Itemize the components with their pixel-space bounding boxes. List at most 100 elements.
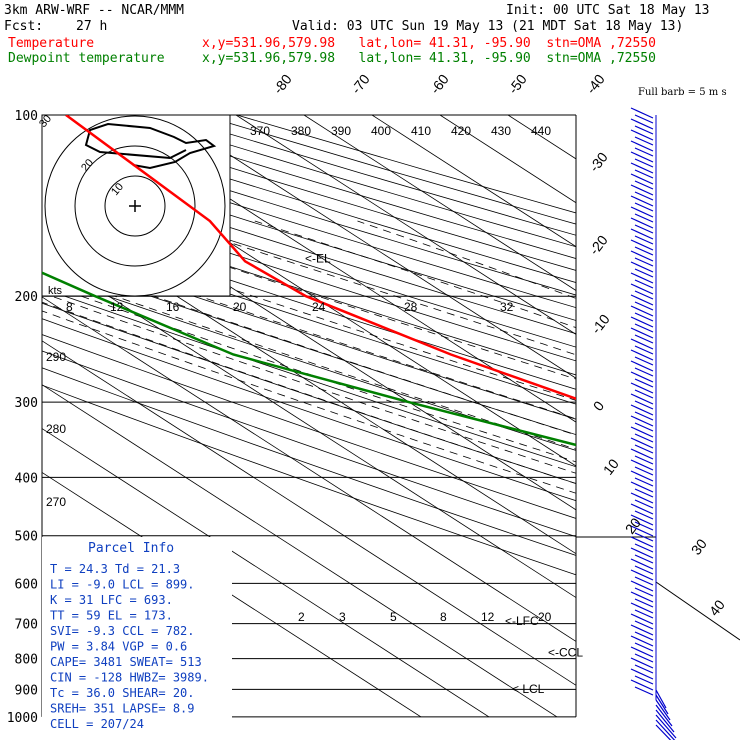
temperature-legend-info: x,y=531.96,579.98 lat,lon= 41.31, -95.90…	[202, 36, 656, 51]
theta-label: 420	[451, 124, 471, 138]
theta-side-label: 280	[46, 422, 66, 436]
wind-barb	[655, 699, 671, 721]
dewpoint-line	[42, 271, 576, 447]
parcel-info-row: CAPE= 3481 SWEAT= 513	[50, 655, 202, 669]
hodograph-speed-label: 8	[66, 300, 73, 314]
isotherm-line	[42, 384, 558, 717]
wind-barb	[630, 327, 654, 344]
wind-barb	[630, 360, 654, 377]
hodograph-speed-label: 16	[166, 300, 180, 314]
isotherm-label: -20	[586, 232, 611, 258]
isotherm-label: 40	[706, 597, 728, 619]
mixing-ratio-label: 20	[538, 610, 552, 624]
wind-barb	[630, 492, 654, 509]
parcel-info-row: T = 24.3 Td = 21.3	[50, 562, 180, 576]
mixing-ratio-label: 2	[298, 610, 305, 624]
wind-barb	[630, 118, 654, 135]
model-title: 3km ARW-WRF -- NCAR/MMM	[4, 3, 185, 18]
isotherm-label: -50	[505, 71, 530, 97]
wind-barb	[655, 719, 676, 740]
dry-adiabat-line	[42, 334, 576, 519]
parcel-info-row: PW = 3.84 VGP = 0.6	[50, 640, 187, 654]
pressure-tick-label: 700	[15, 618, 38, 633]
theta-label: 430	[491, 124, 511, 138]
wind-barb	[630, 668, 654, 685]
wind-barb	[630, 525, 654, 542]
wind-barb	[630, 371, 654, 388]
hodograph-ring	[74, 145, 196, 267]
mixing-ratio-label: 12	[481, 610, 495, 624]
wind-barb	[630, 580, 654, 597]
hodograph-origin-cross	[129, 200, 141, 212]
dry-adiabat-line	[42, 217, 576, 390]
dry-adiabat-line	[42, 384, 576, 576]
wind-barb	[630, 162, 654, 179]
hodograph-unit-label: kts	[48, 285, 63, 297]
dry-adiabat-line	[42, 318, 576, 502]
wind-barb	[630, 514, 654, 531]
wind-barb	[630, 195, 654, 212]
wind-barb	[630, 415, 654, 432]
wind-barb	[630, 184, 654, 201]
pressure-tick-label: 400	[15, 471, 38, 486]
parcel-info-row: SREH= 351 LAPSE= 8.9	[50, 702, 195, 716]
hodograph-speed-label: 24	[312, 300, 326, 314]
isotherm-label: 20	[622, 515, 644, 537]
isotherm-line	[371, 115, 576, 248]
mixing-ratio-label: 8	[440, 610, 447, 624]
theta-label: 410	[411, 124, 431, 138]
init-time: Init: 00 UTC Sat 18 May 13	[506, 3, 710, 18]
moist-adiabat-layer	[42, 220, 576, 494]
wind-barb	[655, 709, 675, 733]
wind-barb	[655, 714, 677, 739]
isotherm-label: -10	[588, 311, 613, 337]
pressure-tick-label: 1000	[7, 711, 38, 726]
theta-side-label: 270	[46, 495, 66, 509]
hodograph-speed-label: 20	[233, 300, 247, 314]
sounding-series-layer	[42, 115, 576, 447]
isotherm-line	[42, 340, 576, 686]
wind-barb	[630, 602, 654, 619]
wind-barb	[655, 694, 669, 715]
level-marker-label: <-EL	[305, 251, 331, 265]
wind-barb	[630, 239, 654, 256]
dry-adiabat-line	[42, 272, 576, 451]
pressure-tick-label: 100	[15, 109, 38, 124]
barb-panel-boundary	[576, 536, 740, 641]
moist-adiabat-line	[42, 281, 576, 463]
hodograph-ring	[104, 175, 166, 237]
hodograph-trace	[84, 122, 217, 170]
isotherm-line	[42, 428, 490, 717]
wind-barb	[630, 349, 654, 366]
theta-label: 370	[250, 124, 270, 138]
dewpoint-legend-info: x,y=531.96,579.98 lat,lon= 41.31, -95.90…	[202, 51, 656, 66]
theta-label: 440	[531, 124, 551, 138]
theta-side-label: 290	[46, 350, 66, 364]
wind-barb	[630, 393, 654, 410]
mixing-ratio-label: 5	[390, 610, 397, 624]
wind-barb	[630, 547, 654, 564]
level-marker-label: < LCL	[512, 682, 545, 696]
isotherm-label: -60	[427, 71, 452, 97]
wind-barb-column	[576, 107, 740, 740]
temperature-line	[65, 115, 576, 401]
hodograph-speed-label: 12	[110, 300, 124, 314]
wind-barb	[630, 569, 654, 586]
wind-barb	[630, 657, 654, 674]
hodograph-speed-label: 32	[500, 300, 514, 314]
wind-barb	[630, 613, 654, 630]
pressure-tick-label: 600	[15, 577, 38, 592]
forecast-label: Fcst:	[4, 19, 44, 34]
wind-barb	[630, 228, 654, 245]
moist-adiabat-line	[42, 257, 576, 436]
wind-barb	[630, 250, 654, 267]
wind-barb	[630, 437, 654, 454]
temperature-legend-label: Temperature	[8, 36, 95, 51]
isotherm-line	[644, 115, 740, 730]
wind-barb	[630, 426, 654, 443]
dry-adiabat-line	[42, 204, 576, 376]
isotherm-label: -30	[586, 149, 611, 175]
wind-barb	[630, 305, 654, 322]
level-marker-label: <-CCL	[548, 646, 583, 660]
